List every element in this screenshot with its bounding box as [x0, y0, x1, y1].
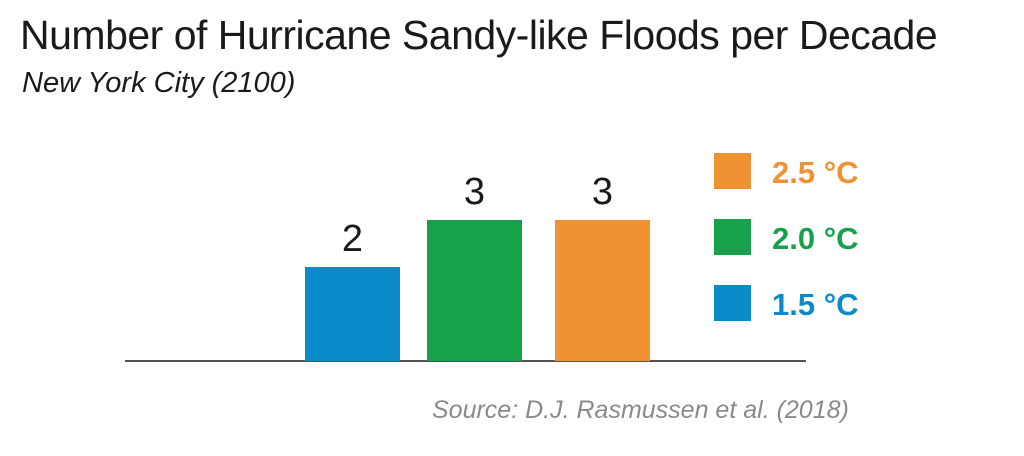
chart-subtitle: New York City (2100)	[22, 67, 296, 99]
legend-swatch-2	[714, 219, 751, 255]
legend-label-1: 2.5 °C	[772, 155, 859, 190]
chart-title: Number of Hurricane Sandy-like Floods pe…	[20, 12, 938, 58]
bar-3	[555, 220, 650, 361]
bar-1	[305, 267, 400, 361]
legend-label-2: 2.0 °C	[772, 221, 859, 256]
legend-label-3: 1.5 °C	[772, 287, 859, 322]
legend-swatch-1	[714, 153, 751, 189]
bar-value-label-2: 3	[464, 171, 485, 213]
bar-value-label-1: 2	[342, 218, 363, 260]
legend-swatch-3	[714, 285, 751, 321]
source-note: Source: D.J. Rasmussen et al. (2018)	[432, 396, 849, 424]
bar-value-label-3: 3	[592, 171, 613, 213]
bar-2	[427, 220, 522, 361]
